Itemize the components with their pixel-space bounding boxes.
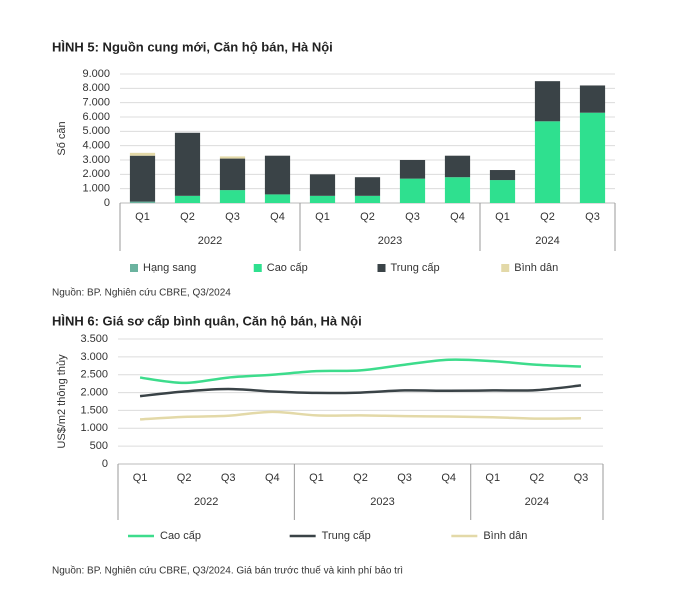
bar-segment — [219, 190, 246, 203]
x-group-label: 2024 — [525, 496, 549, 508]
bar-segment — [174, 132, 201, 196]
chart-title: HÌNH 6: Giá sơ cấp bình quân, Căn hộ bán… — [52, 313, 362, 328]
line-series — [139, 410, 581, 421]
bar-segment — [174, 195, 201, 203]
x-tick-label: Q4 — [270, 211, 285, 223]
y-tick-label: 5.000 — [82, 125, 110, 137]
y-tick-label: 2.000 — [82, 168, 110, 180]
source-note: Nguồn: BP. Nghiên cứu CBRE, Q3/2024. Giá… — [52, 565, 403, 577]
bar-segment — [399, 160, 426, 179]
bar-segment — [129, 201, 156, 203]
bar-segment — [219, 156, 246, 159]
y-tick-label: 1.500 — [80, 404, 108, 416]
x-tick-label: Q2 — [353, 472, 368, 484]
x-tick-label: Q3 — [221, 472, 236, 484]
bar-segment — [534, 81, 561, 122]
y-tick-label: 4.000 — [82, 140, 110, 152]
chart-title: HÌNH 5: Nguồn cung mới, Căn hộ bán, Hà N… — [52, 39, 333, 54]
x-tick-label: Q4 — [265, 472, 280, 484]
x-tick-label: Q3 — [397, 472, 412, 484]
y-axis-label: US$/m2 thông thủy — [56, 354, 68, 449]
x-group-label: 2024 — [535, 235, 559, 247]
legend-label: Cao cấp — [267, 262, 308, 274]
x-tick-label: Q2 — [540, 211, 555, 223]
x-tick-label: Q2 — [177, 472, 192, 484]
y-tick-label: 3.000 — [82, 154, 110, 166]
x-group-label: 2022 — [194, 496, 218, 508]
y-tick-label: 500 — [90, 440, 108, 452]
bar-segment — [309, 174, 336, 196]
x-tick-label: Q1 — [135, 211, 150, 223]
y-tick-label: 3.000 — [80, 351, 108, 363]
y-tick-label: 6.000 — [82, 111, 110, 123]
y-tick-label: 7.000 — [82, 97, 110, 109]
line-series — [139, 358, 582, 385]
source-note: Nguồn: BP. Nghiên cứu CBRE, Q3/2024 — [52, 287, 231, 299]
x-tick-label: Q1 — [315, 211, 330, 223]
x-tick-label: Q1 — [495, 211, 510, 223]
y-tick-label: 3.500 — [80, 333, 108, 345]
legend-label: Bình dân — [514, 262, 558, 274]
x-tick-label: Q1 — [309, 472, 324, 484]
x-tick-label: Q3 — [585, 211, 600, 223]
y-tick-label: 2.000 — [80, 386, 108, 398]
legend-marker — [377, 264, 386, 272]
bar-segment — [444, 155, 471, 178]
bar-segment — [264, 155, 291, 195]
bar-segment — [489, 170, 516, 181]
legend-label: Hạng sang — [143, 262, 196, 274]
legend-marker — [253, 264, 262, 272]
legend-label: Cao cấp — [160, 530, 201, 542]
x-tick-label: Q2 — [530, 472, 545, 484]
x-tick-label: Q4 — [441, 472, 456, 484]
legend-marker — [501, 264, 510, 272]
bar-segment — [579, 112, 606, 203]
x-tick-label: Q3 — [225, 211, 240, 223]
legend-label: Trung cấp — [322, 530, 371, 542]
legend-label: Bình dân — [483, 530, 527, 542]
x-tick-label: Q1 — [133, 472, 148, 484]
x-tick-label: Q2 — [180, 211, 195, 223]
y-tick-label: 2.500 — [80, 369, 108, 381]
bar-segment — [264, 194, 291, 203]
x-tick-label: Q4 — [450, 211, 465, 223]
bar-segment — [579, 85, 606, 113]
y-tick-label: 1.000 — [82, 183, 110, 195]
y-axis-label: Số căn — [56, 121, 68, 155]
x-tick-label: Q3 — [574, 472, 589, 484]
y-tick-label: 1.000 — [80, 422, 108, 434]
bar-segment — [534, 121, 561, 203]
y-tick-label: 0 — [102, 458, 108, 470]
bar-segment — [129, 155, 156, 202]
x-group-label: 2022 — [198, 235, 222, 247]
bar-segment — [444, 177, 471, 203]
x-tick-label: Q3 — [405, 211, 420, 223]
y-tick-label: 0 — [104, 197, 110, 209]
bar-segment — [129, 152, 156, 156]
bar-segment — [489, 180, 516, 203]
bar-segment — [219, 158, 246, 191]
line-series — [139, 384, 582, 398]
bar-segment — [354, 195, 381, 203]
x-group-label: 2023 — [370, 496, 394, 508]
legend-marker — [130, 264, 138, 272]
bar-segment — [309, 195, 336, 203]
legend-label: Trung cấp — [391, 262, 440, 274]
y-tick-label: 8.000 — [82, 82, 110, 94]
x-group-label: 2023 — [378, 235, 402, 247]
bar-segment — [354, 177, 381, 196]
x-tick-label: Q2 — [360, 211, 375, 223]
x-tick-label: Q1 — [485, 472, 500, 484]
bar-segment — [399, 178, 426, 203]
y-tick-label: 9.000 — [82, 68, 110, 80]
